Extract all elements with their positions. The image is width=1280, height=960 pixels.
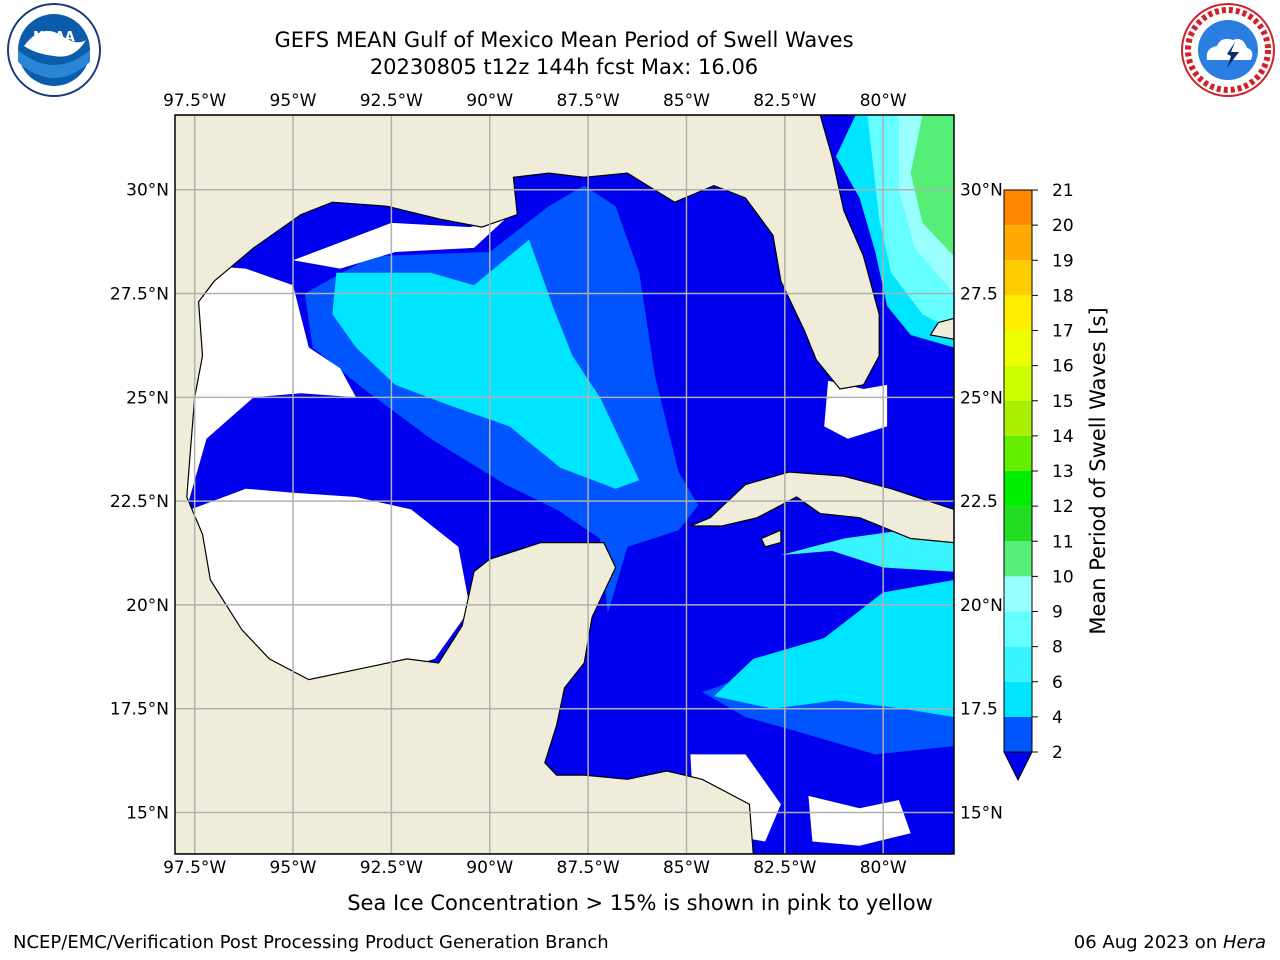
colorbar-tick-label: 13 — [1052, 462, 1074, 482]
colorbar-tick-label: 8 — [1052, 638, 1063, 658]
lon-tick-label-bottom: 92.5°W — [360, 858, 423, 878]
colorbar-tick-label: 2 — [1052, 743, 1063, 763]
colorbar-segment — [1004, 365, 1032, 401]
colorbar-segment — [1004, 330, 1032, 366]
colorbar-under-extension — [1003, 751, 1033, 782]
colorbar-segment — [1004, 295, 1032, 331]
nodata-northern-shelf — [293, 218, 506, 269]
lat-tick-label-right: 27.5 — [960, 285, 998, 305]
lon-tick-label-top: 90°W — [466, 91, 513, 111]
colorbar-segment — [1004, 646, 1032, 682]
colorbar-tick-label: 11 — [1052, 532, 1074, 552]
lat-tick-label-left: 20°N — [126, 596, 169, 616]
colorbar-segment — [1004, 576, 1032, 612]
colorbar-segment — [1004, 190, 1032, 226]
colorbar-tick-label: 9 — [1052, 603, 1063, 623]
lon-tick-label-top: 97.5°W — [163, 91, 226, 111]
colorbar-segment — [1004, 611, 1032, 647]
nodata-bay-of-campeche — [190, 488, 471, 688]
lon-tick-label-bottom: 80°W — [860, 858, 907, 878]
swell-field-6-8s-caribbean — [780, 530, 954, 572]
lat-tick-label-right: 20°N — [960, 596, 1003, 616]
map-axis-labels: 97.5°W 97.5°W 95°W 95°W 92.5°W 92.5°W 90°W 90°W… — [110, 91, 1003, 878]
lon-tick-label-bottom: 85°W — [663, 858, 710, 878]
colorbar-tick-label: 4 — [1052, 708, 1063, 728]
lat-tick-label-right: 25°N — [960, 388, 1003, 408]
lon-tick-label-top: 80°W — [860, 91, 907, 111]
colorbar-segment — [1004, 260, 1032, 296]
lon-tick-label-top: 85°W — [663, 91, 710, 111]
colorbar-tick-label: 18 — [1052, 286, 1074, 306]
colorbar-segment — [1004, 225, 1032, 261]
colorbar-tick-label: 20 — [1052, 216, 1074, 236]
lat-tick-label-left: 27.5°N — [110, 285, 169, 305]
footer-machine: Hera — [1222, 932, 1266, 953]
lat-tick-label-right: 17.5 — [960, 700, 998, 720]
colorbar-tick-label: 17 — [1052, 322, 1074, 342]
footer-date: 06 Aug 2023 on Hera — [1073, 932, 1266, 953]
lat-tick-label-right: 22.5 — [960, 492, 998, 512]
lon-tick-label-top: 82.5°W — [753, 91, 816, 111]
lat-tick-label-left: 17.5°N — [110, 700, 169, 720]
colorbar-segment — [1004, 541, 1032, 577]
lat-tick-label-left: 30°N — [126, 181, 169, 201]
land-cuba — [690, 471, 954, 544]
lon-tick-label-bottom: 95°W — [270, 858, 317, 878]
colorbar-tick-label: 19 — [1052, 251, 1074, 271]
lat-tick-label-left: 22.5°N — [110, 492, 169, 512]
map-title: GEFS MEAN Gulf of Mexico Mean Period of … — [274, 28, 854, 52]
colorbar-segment — [1004, 471, 1032, 507]
colorbar-segment — [1004, 435, 1032, 471]
noaa-logo: NOAA — [7, 3, 101, 97]
lon-tick-label-top: 87.5°W — [557, 91, 620, 111]
lon-tick-label-bottom: 90°W — [466, 858, 513, 878]
colorbar-tick-label: 12 — [1052, 497, 1074, 517]
nodata-florida-keys — [824, 380, 888, 439]
colorbar-segment — [1004, 400, 1032, 436]
land-isle-of-youth — [760, 529, 782, 548]
colorbar-segment — [1004, 681, 1032, 717]
swell-field-10-11s-atlantic — [910, 115, 954, 257]
nodata-western-gulf — [182, 264, 356, 522]
lat-tick-label-left: 25°N — [126, 388, 169, 408]
swell-field-4-6s-caribbean — [714, 580, 954, 717]
colorbar-tick-label: 6 — [1052, 673, 1063, 693]
colorbar-tick-label: 10 — [1052, 567, 1074, 587]
lat-tick-label-right: 30°N — [960, 181, 1003, 201]
colorbar-segment — [1004, 506, 1032, 542]
map-frame — [174, 114, 955, 855]
colorbar-tick-label: 15 — [1052, 392, 1074, 412]
lon-tick-label-top: 95°W — [270, 91, 317, 111]
colorbar-label: Mean Period of Swell Waves [s] — [1086, 307, 1110, 634]
nodata-nicaragua-coast — [808, 795, 911, 846]
svg-text:NOAA: NOAA — [33, 30, 75, 45]
footer-credit: NCEP/EMC/Verification Post Processing Pr… — [13, 932, 609, 953]
lat-tick-label-right: 15°N — [960, 803, 1003, 823]
swell-field-4-6s-gulf — [332, 239, 640, 489]
colorbar: 2 4 6 8 9 10 11 12 13 14 15 16 17 18 19 20 21 Mean Period… — [1003, 181, 1110, 782]
lon-tick-label-bottom: 87.5°W — [557, 858, 620, 878]
map-plot-area — [175, 115, 954, 854]
colorbar-tick-label: 14 — [1052, 427, 1074, 447]
lon-tick-label-bottom: 97.5°W — [163, 858, 226, 878]
colorbar-tick-label: 16 — [1052, 357, 1074, 377]
map-subtitle-forecast: 20230805 t12z 144h fcst Max: 16.06 — [369, 55, 759, 79]
colorbar-tick-label: 21 — [1052, 181, 1074, 201]
lon-tick-label-top: 92.5°W — [360, 91, 423, 111]
colorbar-segment — [1004, 716, 1032, 752]
lon-tick-label-bottom: 82.5°W — [753, 858, 816, 878]
land-bahamas — [929, 317, 954, 340]
lat-tick-label-left: 15°N — [126, 803, 169, 823]
sea-ice-note: Sea Ice Concentration > 15% is shown in … — [347, 891, 933, 915]
nws-logo — [1181, 3, 1275, 97]
